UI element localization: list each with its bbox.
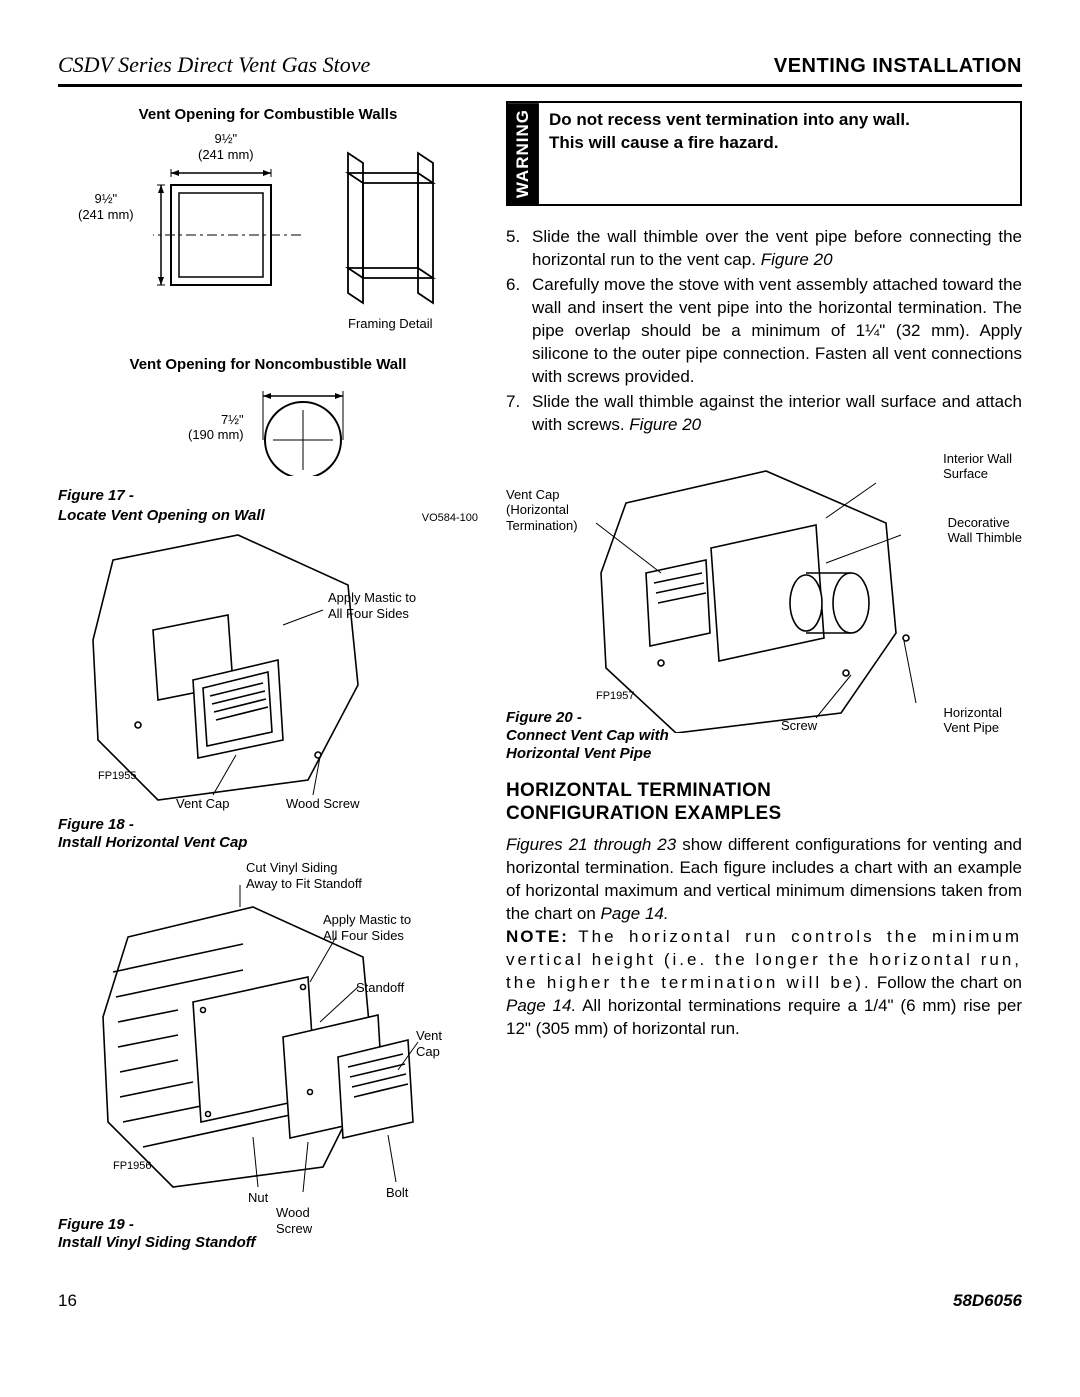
figure-20-caption: Figure 20 - Connect Vent Cap with Horizo… xyxy=(506,709,669,763)
noncombustible-heading: Vent Opening for Noncombustible Wall xyxy=(58,355,478,375)
figure-17-caption: Figure 17 - Locate Vent Opening on Wall xyxy=(58,486,265,527)
fig19-bolt: Bolt xyxy=(386,1185,408,1201)
diagram-combustible: 9½" (241 mm) 9½" (241 mm) xyxy=(58,131,478,341)
config-heading: HORIZONTAL TERMINATION CONFIGURATION EXA… xyxy=(506,779,1022,827)
step-5: Slide the wall thimble over the vent pip… xyxy=(506,226,1022,272)
step-6: Carefully move the stove with vent assem… xyxy=(506,274,1022,389)
series-title: CSDV Series Direct Vent Gas Stove xyxy=(58,50,370,80)
framing-detail-svg xyxy=(338,143,458,313)
document-number: 58D6056 xyxy=(953,1290,1022,1313)
fig20-fp: FP1957 xyxy=(596,690,635,703)
left-column: Vent Opening for Combustible Walls 9½" (… xyxy=(58,101,478,1260)
right-column: WARNING Do not recess vent termination i… xyxy=(506,101,1022,1260)
dim-nc: 7½" (190 mm) xyxy=(188,412,244,443)
fig18-ventcap: Vent Cap xyxy=(176,796,230,812)
circle-opening-svg xyxy=(253,386,373,476)
config-paragraph: Figures 21 through 23 show different con… xyxy=(506,834,1022,1040)
diagram-fig18: Apply Mastic to All Four Sides FP1955 Ve… xyxy=(58,530,478,850)
page-header: CSDV Series Direct Vent Gas Stove VENTIN… xyxy=(58,50,1022,87)
page-footer: 16 58D6056 xyxy=(58,1290,1022,1313)
page-number: 16 xyxy=(58,1290,77,1313)
fig19-fp: FP1956 xyxy=(113,1160,152,1173)
combustible-heading: Vent Opening for Combustible Walls xyxy=(58,105,478,125)
fig18-fp: FP1955 xyxy=(98,770,137,783)
fig20-screw: Screw xyxy=(781,718,817,734)
fig20-horiz: Horizontal Vent Pipe xyxy=(943,705,1002,736)
section-title: VENTING INSTALLATION xyxy=(774,53,1022,80)
diagram-noncombustible: 7½" (190 mm) xyxy=(58,382,478,482)
dim-height: 9½" (241 mm) xyxy=(78,191,134,222)
framing-detail-label: Framing Detail xyxy=(348,316,433,332)
square-opening-svg xyxy=(153,165,303,315)
warning-text: Do not recess vent termination into any … xyxy=(539,103,920,204)
warning-label: WARNING xyxy=(508,103,539,204)
diagram-fig20: Vent Cap (Horizontal Termination) Interi… xyxy=(506,455,1022,765)
fig19-svg xyxy=(58,882,478,1242)
dim-width: 9½" (241 mm) xyxy=(198,131,254,162)
warning-box: WARNING Do not recess vent termination i… xyxy=(506,101,1022,206)
diagram-fig19: Cut Vinyl Siding Away to Fit Standoff Ap… xyxy=(58,860,478,1260)
fig20-svg xyxy=(506,463,1006,733)
code-vo584: VO584-100 xyxy=(422,511,478,526)
content-columns: Vent Opening for Combustible Walls 9½" (… xyxy=(58,101,1022,1260)
figure-19-caption: Figure 19 - Install Vinyl Siding Standof… xyxy=(58,1216,256,1252)
figure-18-caption: Figure 18 - Install Horizontal Vent Cap xyxy=(58,816,247,852)
step-7: Slide the wall thimble against the inter… xyxy=(506,391,1022,437)
fig19-nut: Nut xyxy=(248,1190,268,1206)
fig18-woodscrew: Wood Screw xyxy=(286,796,359,812)
fig19-woodscrew: Wood Screw xyxy=(276,1205,312,1236)
fig18-mastic: Apply Mastic to All Four Sides xyxy=(328,590,416,621)
instruction-steps: Slide the wall thimble over the vent pip… xyxy=(506,226,1022,436)
